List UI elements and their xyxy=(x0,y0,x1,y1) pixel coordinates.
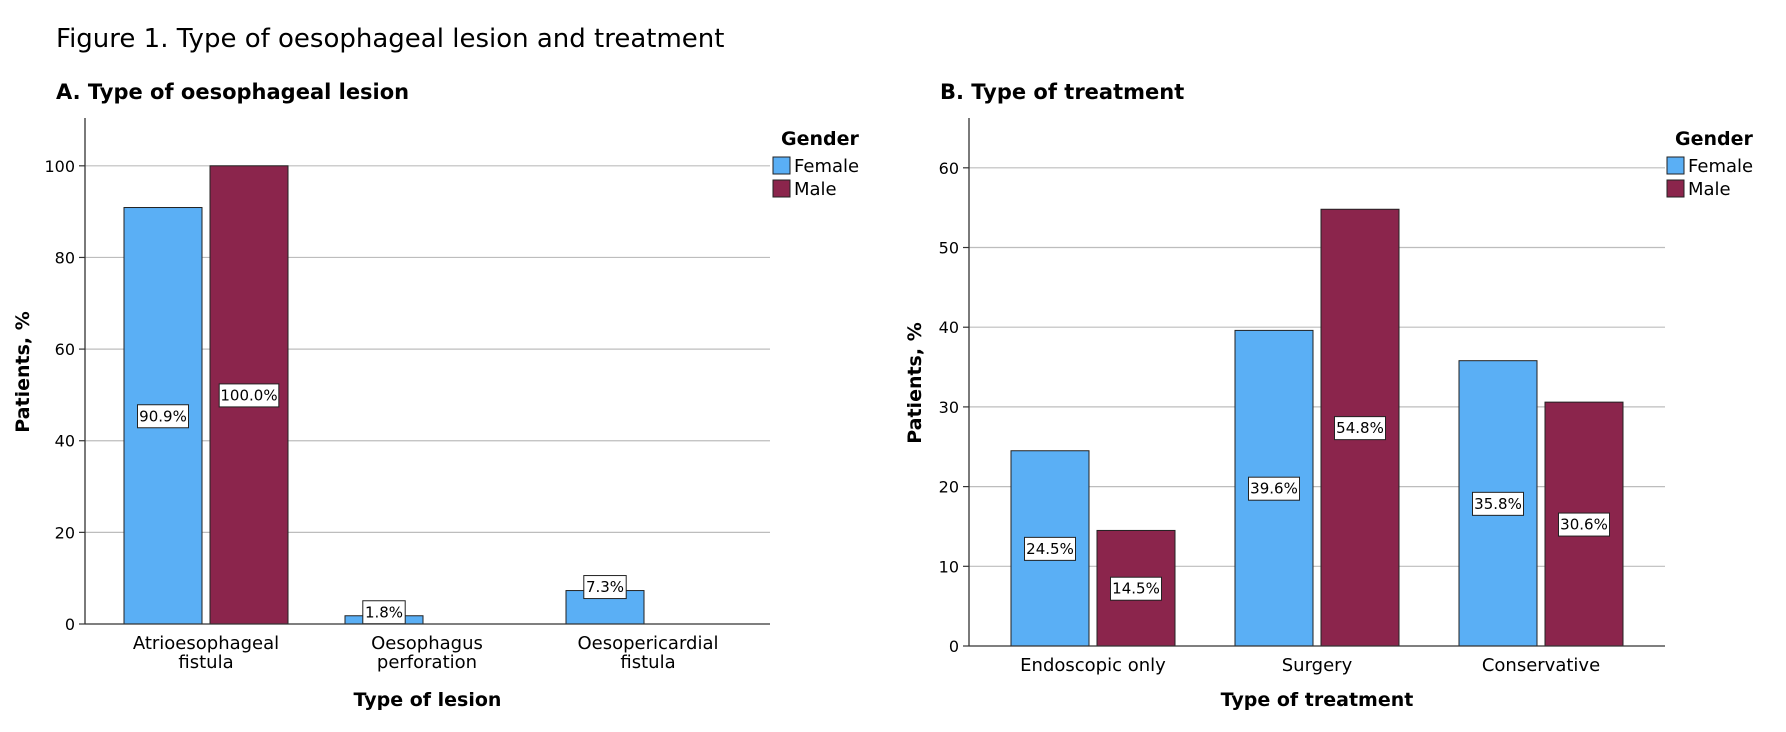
chart-b-ytick-label: 60 xyxy=(939,159,959,178)
chart-a-legend-swatch-female xyxy=(772,156,791,175)
figure-title: Figure 1. Type of oesophageal lesion and… xyxy=(56,24,725,54)
chart-b-category-label: Surgery xyxy=(1282,655,1353,676)
chart-a-category-label: Atrioesophageal xyxy=(133,633,279,654)
chart-a-x-axis-title: Type of lesion xyxy=(354,689,502,711)
chart-a-ytick-label: 80 xyxy=(55,248,75,267)
chart-a-ytick-label: 20 xyxy=(55,523,75,542)
chart-b-data-label-box xyxy=(1334,416,1386,441)
chart-b-data-label: 54.8% xyxy=(1336,419,1384,437)
chart-b-data-label: 24.5% xyxy=(1026,540,1074,558)
chart-b-category-label: Conservative xyxy=(1482,655,1600,676)
chart-a-ytick-label: 40 xyxy=(55,432,75,451)
chart-b-legend-swatch-male xyxy=(1666,179,1685,198)
chart-b-data-label-box xyxy=(1248,476,1300,501)
chart-b-ytick-label: 0 xyxy=(949,637,959,656)
chart-b-ytick-label: 20 xyxy=(939,478,959,497)
chart-a-category-label: perforation xyxy=(377,652,477,673)
chart-b-legend-label: Female xyxy=(1688,156,1753,177)
chart-b-data-label-box xyxy=(1472,491,1524,516)
chart-b-data-label-box xyxy=(1558,512,1610,537)
chart-a-data-label: 7.3% xyxy=(586,578,624,596)
chart-a-data-label-box xyxy=(583,575,627,600)
chart-a-ytick-label: 60 xyxy=(55,340,75,359)
chart-a-category-label: Oesophagus xyxy=(371,633,483,654)
chart-b-ytick-label: 10 xyxy=(939,557,959,576)
chart-b-data-label: 30.6% xyxy=(1560,516,1608,534)
chart-b-legend-swatch-female xyxy=(1666,156,1685,175)
chart-a-data-label: 90.9% xyxy=(139,407,187,425)
chart-a-category-label: fistula xyxy=(178,652,233,673)
chart-b-x-axis-title: Type of treatment xyxy=(1221,689,1414,711)
chart-a-legend-label: Female xyxy=(794,156,859,177)
chart-a-title: A. Type of oesophageal lesion xyxy=(56,80,410,104)
chart-b-data-label-box xyxy=(1110,576,1162,601)
chart-b-data-label-box xyxy=(1024,536,1076,561)
chart-a-legend-title: Gender xyxy=(781,128,859,150)
chart-a-ytick-label: 0 xyxy=(65,615,75,634)
chart-b-legend-title: Gender xyxy=(1675,128,1753,150)
chart-b-data-label: 39.6% xyxy=(1250,480,1298,498)
chart-a-legend-label: Male xyxy=(794,179,837,200)
chart-a-legend-swatch-male xyxy=(772,179,791,198)
chart-a-ytick-label: 100 xyxy=(44,157,75,176)
chart-b-data-label: 14.5% xyxy=(1112,580,1160,598)
chart-a-data-label-box xyxy=(137,404,189,429)
chart-b-y-axis-title: Patients, % xyxy=(904,322,926,444)
chart-b-ytick-label: 30 xyxy=(939,398,959,417)
chart-b-data-label: 35.8% xyxy=(1474,495,1522,513)
chart-a-category-label: fistula xyxy=(620,652,675,673)
chart-b-legend-label: Male xyxy=(1688,179,1731,200)
chart-b-category-label: Endoscopic only xyxy=(1020,655,1166,676)
chart-a-data-label-box xyxy=(218,383,280,408)
chart-a-category-label: Oesopericardial xyxy=(577,633,718,654)
chart-a-data-label: 1.8% xyxy=(365,603,403,621)
chart-a-y-axis-title: Patients, % xyxy=(12,311,34,433)
chart-a-data-label: 100.0% xyxy=(220,386,277,404)
chart-b-ytick-label: 40 xyxy=(939,318,959,337)
chart-b-title: B. Type of treatment xyxy=(940,80,1185,104)
chart-b-ytick-label: 50 xyxy=(939,239,959,258)
